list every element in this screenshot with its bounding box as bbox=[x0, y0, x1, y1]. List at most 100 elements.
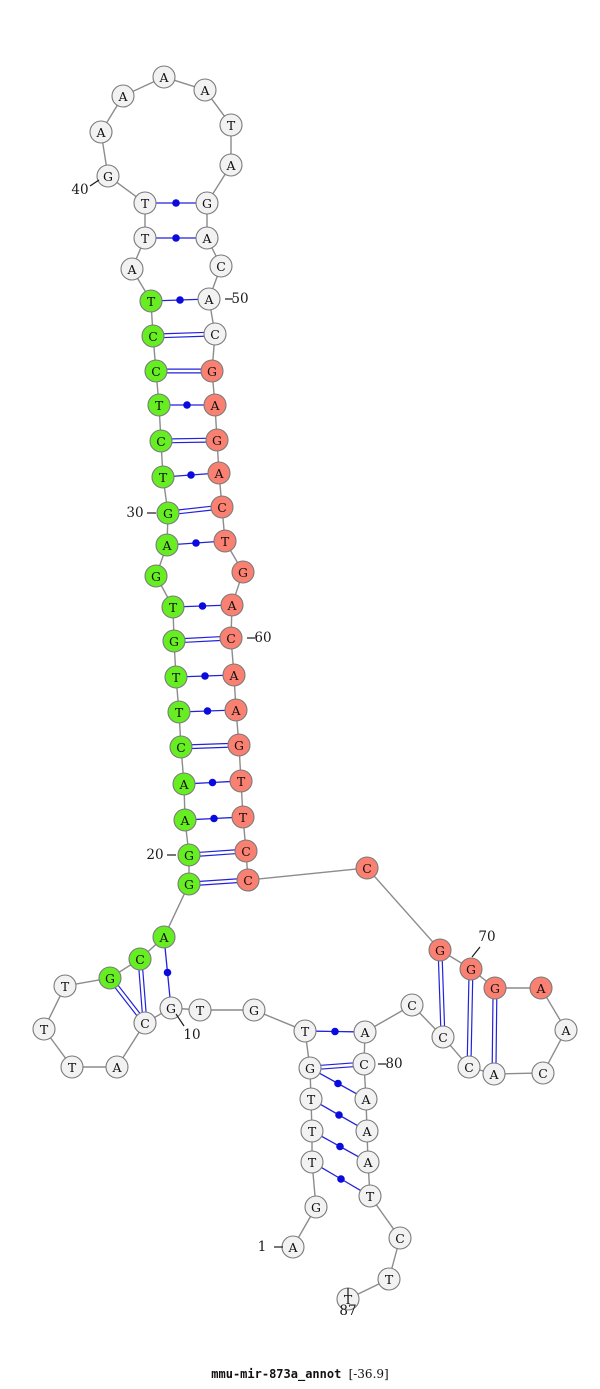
nucleotide-circle[interactable] bbox=[152, 925, 176, 949]
nucleotide-81[interactable]: A bbox=[354, 1087, 378, 1111]
nucleotide-58[interactable]: G bbox=[231, 560, 255, 584]
nucleotide-circle[interactable] bbox=[354, 1087, 378, 1111]
nucleotide-61[interactable]: A bbox=[222, 663, 246, 687]
nucleotide-18[interactable]: A bbox=[152, 925, 176, 949]
nucleotide-circle[interactable] bbox=[222, 663, 246, 687]
nucleotide-8[interactable]: G bbox=[242, 998, 266, 1022]
nucleotide-circle[interactable] bbox=[428, 938, 452, 962]
nucleotide-circle[interactable] bbox=[53, 974, 77, 998]
nucleotide-circle[interactable] bbox=[155, 533, 179, 557]
nucleotide-13[interactable]: T bbox=[60, 1055, 84, 1079]
nucleotide-71[interactable]: G bbox=[483, 976, 507, 1000]
nucleotide-23[interactable]: C bbox=[169, 735, 193, 759]
nucleotide-49[interactable]: C bbox=[209, 254, 233, 278]
nucleotide-circle[interactable] bbox=[151, 465, 175, 489]
nucleotide-circle[interactable] bbox=[105, 1055, 129, 1079]
nucleotide-77[interactable]: C bbox=[431, 1025, 455, 1049]
nucleotide-circle[interactable] bbox=[377, 1267, 401, 1291]
nucleotide-circle[interactable] bbox=[133, 226, 157, 250]
nucleotide-circle[interactable] bbox=[229, 769, 253, 793]
nucleotide-circle[interactable] bbox=[98, 966, 122, 990]
nucleotide-53[interactable]: A bbox=[203, 393, 227, 417]
nucleotide-circle[interactable] bbox=[219, 113, 243, 137]
nucleotide-37[interactable]: A bbox=[120, 257, 144, 281]
nucleotide-circle[interactable] bbox=[231, 805, 255, 829]
nucleotide-circle[interactable] bbox=[195, 191, 219, 215]
nucleotide-circle[interactable] bbox=[159, 996, 183, 1020]
nucleotide-29[interactable]: A bbox=[155, 533, 179, 557]
nucleotide-circle[interactable] bbox=[299, 1087, 323, 1111]
nucleotide-51[interactable]: C bbox=[203, 322, 227, 346]
nucleotide-circle[interactable] bbox=[207, 461, 231, 485]
nucleotide-circle[interactable] bbox=[293, 1019, 317, 1043]
nucleotide-circle[interactable] bbox=[227, 733, 251, 757]
nucleotide-26[interactable]: G bbox=[162, 629, 186, 653]
nucleotide-1[interactable]: A bbox=[281, 1235, 305, 1259]
nucleotide-35[interactable]: C bbox=[141, 324, 165, 348]
nucleotide-circle[interactable] bbox=[457, 1055, 481, 1079]
nucleotide-circle[interactable] bbox=[188, 998, 212, 1022]
nucleotide-circle[interactable] bbox=[144, 359, 168, 383]
nucleotide-circle[interactable] bbox=[173, 808, 197, 832]
nucleotide-circle[interactable] bbox=[162, 629, 186, 653]
nucleotide-34[interactable]: C bbox=[144, 359, 168, 383]
nucleotide-circle[interactable] bbox=[210, 495, 234, 519]
nucleotide-48[interactable]: A bbox=[195, 226, 219, 250]
nucleotide-60[interactable]: C bbox=[219, 626, 243, 650]
nucleotide-84[interactable]: T bbox=[358, 1184, 382, 1208]
nucleotide-circle[interactable] bbox=[96, 164, 120, 188]
nucleotide-circle[interactable] bbox=[203, 393, 227, 417]
nucleotide-circle[interactable] bbox=[133, 1011, 157, 1035]
nucleotide-5[interactable]: T bbox=[299, 1087, 323, 1111]
nucleotide-circle[interactable] bbox=[300, 1150, 324, 1174]
nucleotide-28[interactable]: G bbox=[144, 564, 168, 588]
nucleotide-circle[interactable] bbox=[531, 1061, 555, 1085]
nucleotide-circle[interactable] bbox=[167, 700, 191, 724]
nucleotide-circle[interactable] bbox=[224, 698, 248, 722]
nucleotide-79[interactable]: A bbox=[353, 1020, 377, 1044]
nucleotide-circle[interactable] bbox=[133, 191, 157, 215]
nucleotide-30[interactable]: G bbox=[156, 501, 180, 525]
nucleotide-4[interactable]: T bbox=[300, 1119, 324, 1143]
nucleotide-circle[interactable] bbox=[144, 564, 168, 588]
nucleotide-circle[interactable] bbox=[554, 1018, 578, 1042]
nucleotide-circle[interactable] bbox=[388, 1226, 412, 1250]
nucleotide-circle[interactable] bbox=[147, 393, 171, 417]
nucleotide-12[interactable]: A bbox=[105, 1055, 129, 1079]
nucleotide-10[interactable]: G bbox=[159, 996, 183, 1020]
nucleotide-22[interactable]: A bbox=[172, 772, 196, 796]
nucleotide-45[interactable]: T bbox=[219, 113, 243, 137]
nucleotide-56[interactable]: C bbox=[210, 495, 234, 519]
nucleotide-72[interactable]: A bbox=[529, 976, 553, 1000]
nucleotide-32[interactable]: C bbox=[149, 429, 173, 453]
nucleotide-20[interactable]: G bbox=[177, 843, 201, 867]
nucleotide-59[interactable]: A bbox=[220, 593, 244, 617]
nucleotide-7[interactable]: T bbox=[293, 1019, 317, 1043]
nucleotide-80[interactable]: C bbox=[352, 1052, 376, 1076]
nucleotide-40[interactable]: G bbox=[96, 164, 120, 188]
nucleotide-circle[interactable] bbox=[220, 593, 244, 617]
nucleotide-circle[interactable] bbox=[356, 1150, 380, 1174]
nucleotide-circle[interactable] bbox=[205, 428, 229, 452]
nucleotide-circle[interactable] bbox=[111, 84, 135, 108]
nucleotide-circle[interactable] bbox=[156, 501, 180, 525]
nucleotide-68[interactable]: C bbox=[355, 856, 379, 880]
nucleotide-circle[interactable] bbox=[459, 957, 483, 981]
nucleotide-circle[interactable] bbox=[120, 257, 144, 281]
nucleotide-74[interactable]: C bbox=[531, 1061, 555, 1085]
nucleotide-67[interactable]: C bbox=[236, 868, 260, 892]
nucleotide-24[interactable]: T bbox=[167, 700, 191, 724]
nucleotide-circle[interactable] bbox=[213, 529, 237, 553]
nucleotide-57[interactable]: T bbox=[213, 529, 237, 553]
nucleotide-circle[interactable] bbox=[60, 1055, 84, 1079]
nucleotide-circle[interactable] bbox=[164, 665, 188, 689]
nucleotide-circle[interactable] bbox=[353, 1020, 377, 1044]
nucleotide-circle[interactable] bbox=[242, 998, 266, 1022]
nucleotide-38[interactable]: T bbox=[133, 226, 157, 250]
nucleotide-9[interactable]: T bbox=[188, 998, 212, 1022]
nucleotide-circle[interactable] bbox=[400, 993, 424, 1017]
nucleotide-19[interactable]: G bbox=[177, 872, 201, 896]
nucleotide-83[interactable]: A bbox=[356, 1150, 380, 1174]
nucleotide-circle[interactable] bbox=[358, 1184, 382, 1208]
nucleotide-50[interactable]: A bbox=[197, 287, 221, 311]
